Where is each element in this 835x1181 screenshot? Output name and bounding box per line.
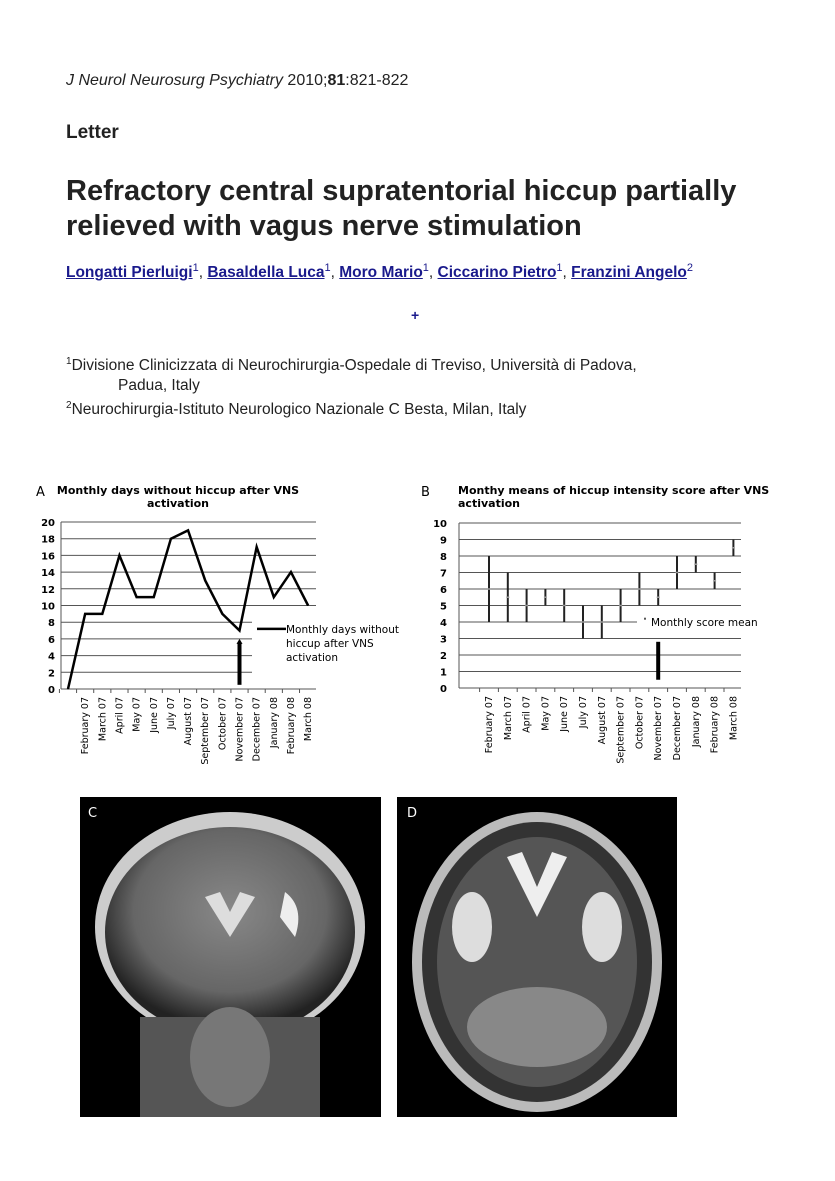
section-label: Letter — [66, 122, 119, 143]
y-tick-label: 16 — [41, 551, 55, 562]
y-tick-label: 4 — [48, 652, 55, 663]
article-title: Refractory central supratentorial hiccup… — [66, 175, 737, 242]
series-line — [66, 528, 310, 690]
data-point — [118, 554, 120, 556]
legend-swatch — [644, 617, 646, 620]
data-point — [256, 546, 258, 548]
y-tick-label: 7 — [440, 569, 447, 580]
y-tick-label: 10 — [41, 602, 55, 613]
panel-label-d: D — [407, 806, 417, 821]
y-tick-label: 0 — [440, 684, 447, 695]
x-tick-label: March 07 — [503, 696, 514, 740]
x-tick-label: June 07 — [149, 697, 160, 734]
y-tick-label: 2 — [48, 668, 55, 679]
affiliation: 2Neurochirurgia-Istituto Neurologico Naz… — [66, 400, 527, 419]
y-tick-label: 4 — [440, 618, 447, 629]
data-point — [204, 579, 206, 581]
x-tick-label: April 07 — [114, 697, 125, 734]
x-tick-label: February 07 — [484, 696, 495, 753]
y-tick-label: 8 — [48, 618, 55, 629]
author-link[interactable]: Longatti Pierluigi — [66, 264, 193, 282]
mri-coronal-image: C — [80, 797, 381, 1117]
x-tick-label: May 07 — [132, 697, 143, 732]
data-point — [187, 529, 189, 531]
affiliations: 1Divisione Clinicizzata di Neurochirurgi… — [66, 352, 766, 420]
y-tick-label: 20 — [41, 518, 55, 529]
data-point — [67, 688, 69, 690]
author-link[interactable]: Ciccarino Pietro — [437, 264, 557, 282]
author-link[interactable]: Basaldella Luca — [207, 264, 325, 282]
data-point — [221, 613, 223, 615]
arrow-head — [236, 638, 243, 644]
y-tick-label: 12 — [41, 585, 55, 596]
data-point — [84, 613, 86, 615]
expand-affiliations-button[interactable]: + — [411, 307, 420, 323]
x-tick-label: August 07 — [183, 697, 194, 745]
x-tick-label: October 07 — [217, 697, 228, 750]
mri-axial-image: D — [397, 797, 677, 1117]
x-tick-label: November 07 — [235, 697, 246, 762]
data-point — [153, 596, 155, 598]
x-tick-label: March 07 — [97, 697, 108, 741]
x-tick-label: January 08 — [691, 696, 702, 748]
y-tick-label: 6 — [440, 585, 447, 596]
y-tick-label: 18 — [41, 535, 55, 546]
y-tick-label: 6 — [48, 635, 55, 646]
x-tick-label: May 07 — [540, 696, 551, 731]
y-tick-label: 0 — [48, 685, 55, 696]
x-tick-label: December 07 — [252, 697, 263, 761]
x-tick-label: November 07 — [653, 696, 664, 761]
panel-label-c: C — [88, 806, 97, 821]
x-tick-label: December 07 — [672, 696, 683, 760]
y-tick-label: 14 — [41, 568, 55, 579]
affiliation-line2: Padua, Italy — [118, 377, 200, 395]
author-link[interactable]: Moro Mario — [339, 264, 423, 282]
data-point — [307, 605, 309, 606]
author-link[interactable]: Franzini Angelo — [571, 264, 687, 282]
x-tick-label: September 07 — [200, 697, 211, 765]
data-point — [170, 538, 172, 540]
y-tick-label: 8 — [440, 552, 447, 563]
x-tick-label: February 08 — [286, 697, 297, 754]
data-point — [273, 596, 275, 598]
chart-a: A Monthly days without hiccup after VNS ac… — [36, 484, 399, 765]
x-tick-label: April 07 — [522, 696, 533, 733]
x-tick-label: January 08 — [269, 697, 280, 749]
x-tick-label: October 07 — [634, 696, 645, 749]
author-list: Longatti Pierluigi1, Basaldella Luca1, M… — [66, 262, 693, 282]
legend-label: Monthly score mean — [651, 617, 758, 629]
chart-b: B Monthy means of hiccup intensity score … — [421, 484, 769, 764]
x-tick-label: September 07 — [616, 696, 627, 764]
x-tick-label: August 07 — [597, 696, 608, 744]
y-tick-label: 9 — [440, 536, 447, 547]
legend-label: Monthly days without hiccup after VNS acti… — [286, 624, 399, 664]
affiliation: 1Divisione Clinicizzata di Neurochirurgi… — [66, 356, 637, 375]
x-tick-label: July 07 — [166, 697, 177, 730]
chart-title: Monthly days without hiccup after VNS act… — [57, 484, 299, 510]
panel-label-a: A — [36, 485, 45, 500]
y-tick-label: 10 — [433, 519, 447, 530]
y-tick-label: 5 — [440, 602, 447, 613]
x-tick-label: July 07 — [578, 696, 589, 729]
data-point — [290, 571, 292, 573]
y-tick-label: 2 — [440, 651, 447, 662]
chart-title: Monthy means of hiccup intensity score a… — [458, 484, 769, 510]
citation: J Neurol Neurosurg Psychiatry 2010;81:82… — [66, 72, 409, 89]
x-tick-label: March 08 — [728, 696, 739, 740]
x-tick-label: February 07 — [80, 697, 91, 754]
x-tick-label: June 07 — [559, 696, 570, 733]
x-tick-label: February 08 — [710, 696, 721, 753]
data-point — [239, 630, 240, 632]
data-point — [101, 613, 103, 615]
y-tick-label: 1 — [440, 668, 447, 679]
x-tick-label: March 08 — [303, 697, 314, 741]
panel-label-b: B — [421, 485, 430, 500]
data-point — [136, 596, 138, 598]
y-tick-label: 3 — [440, 635, 447, 646]
